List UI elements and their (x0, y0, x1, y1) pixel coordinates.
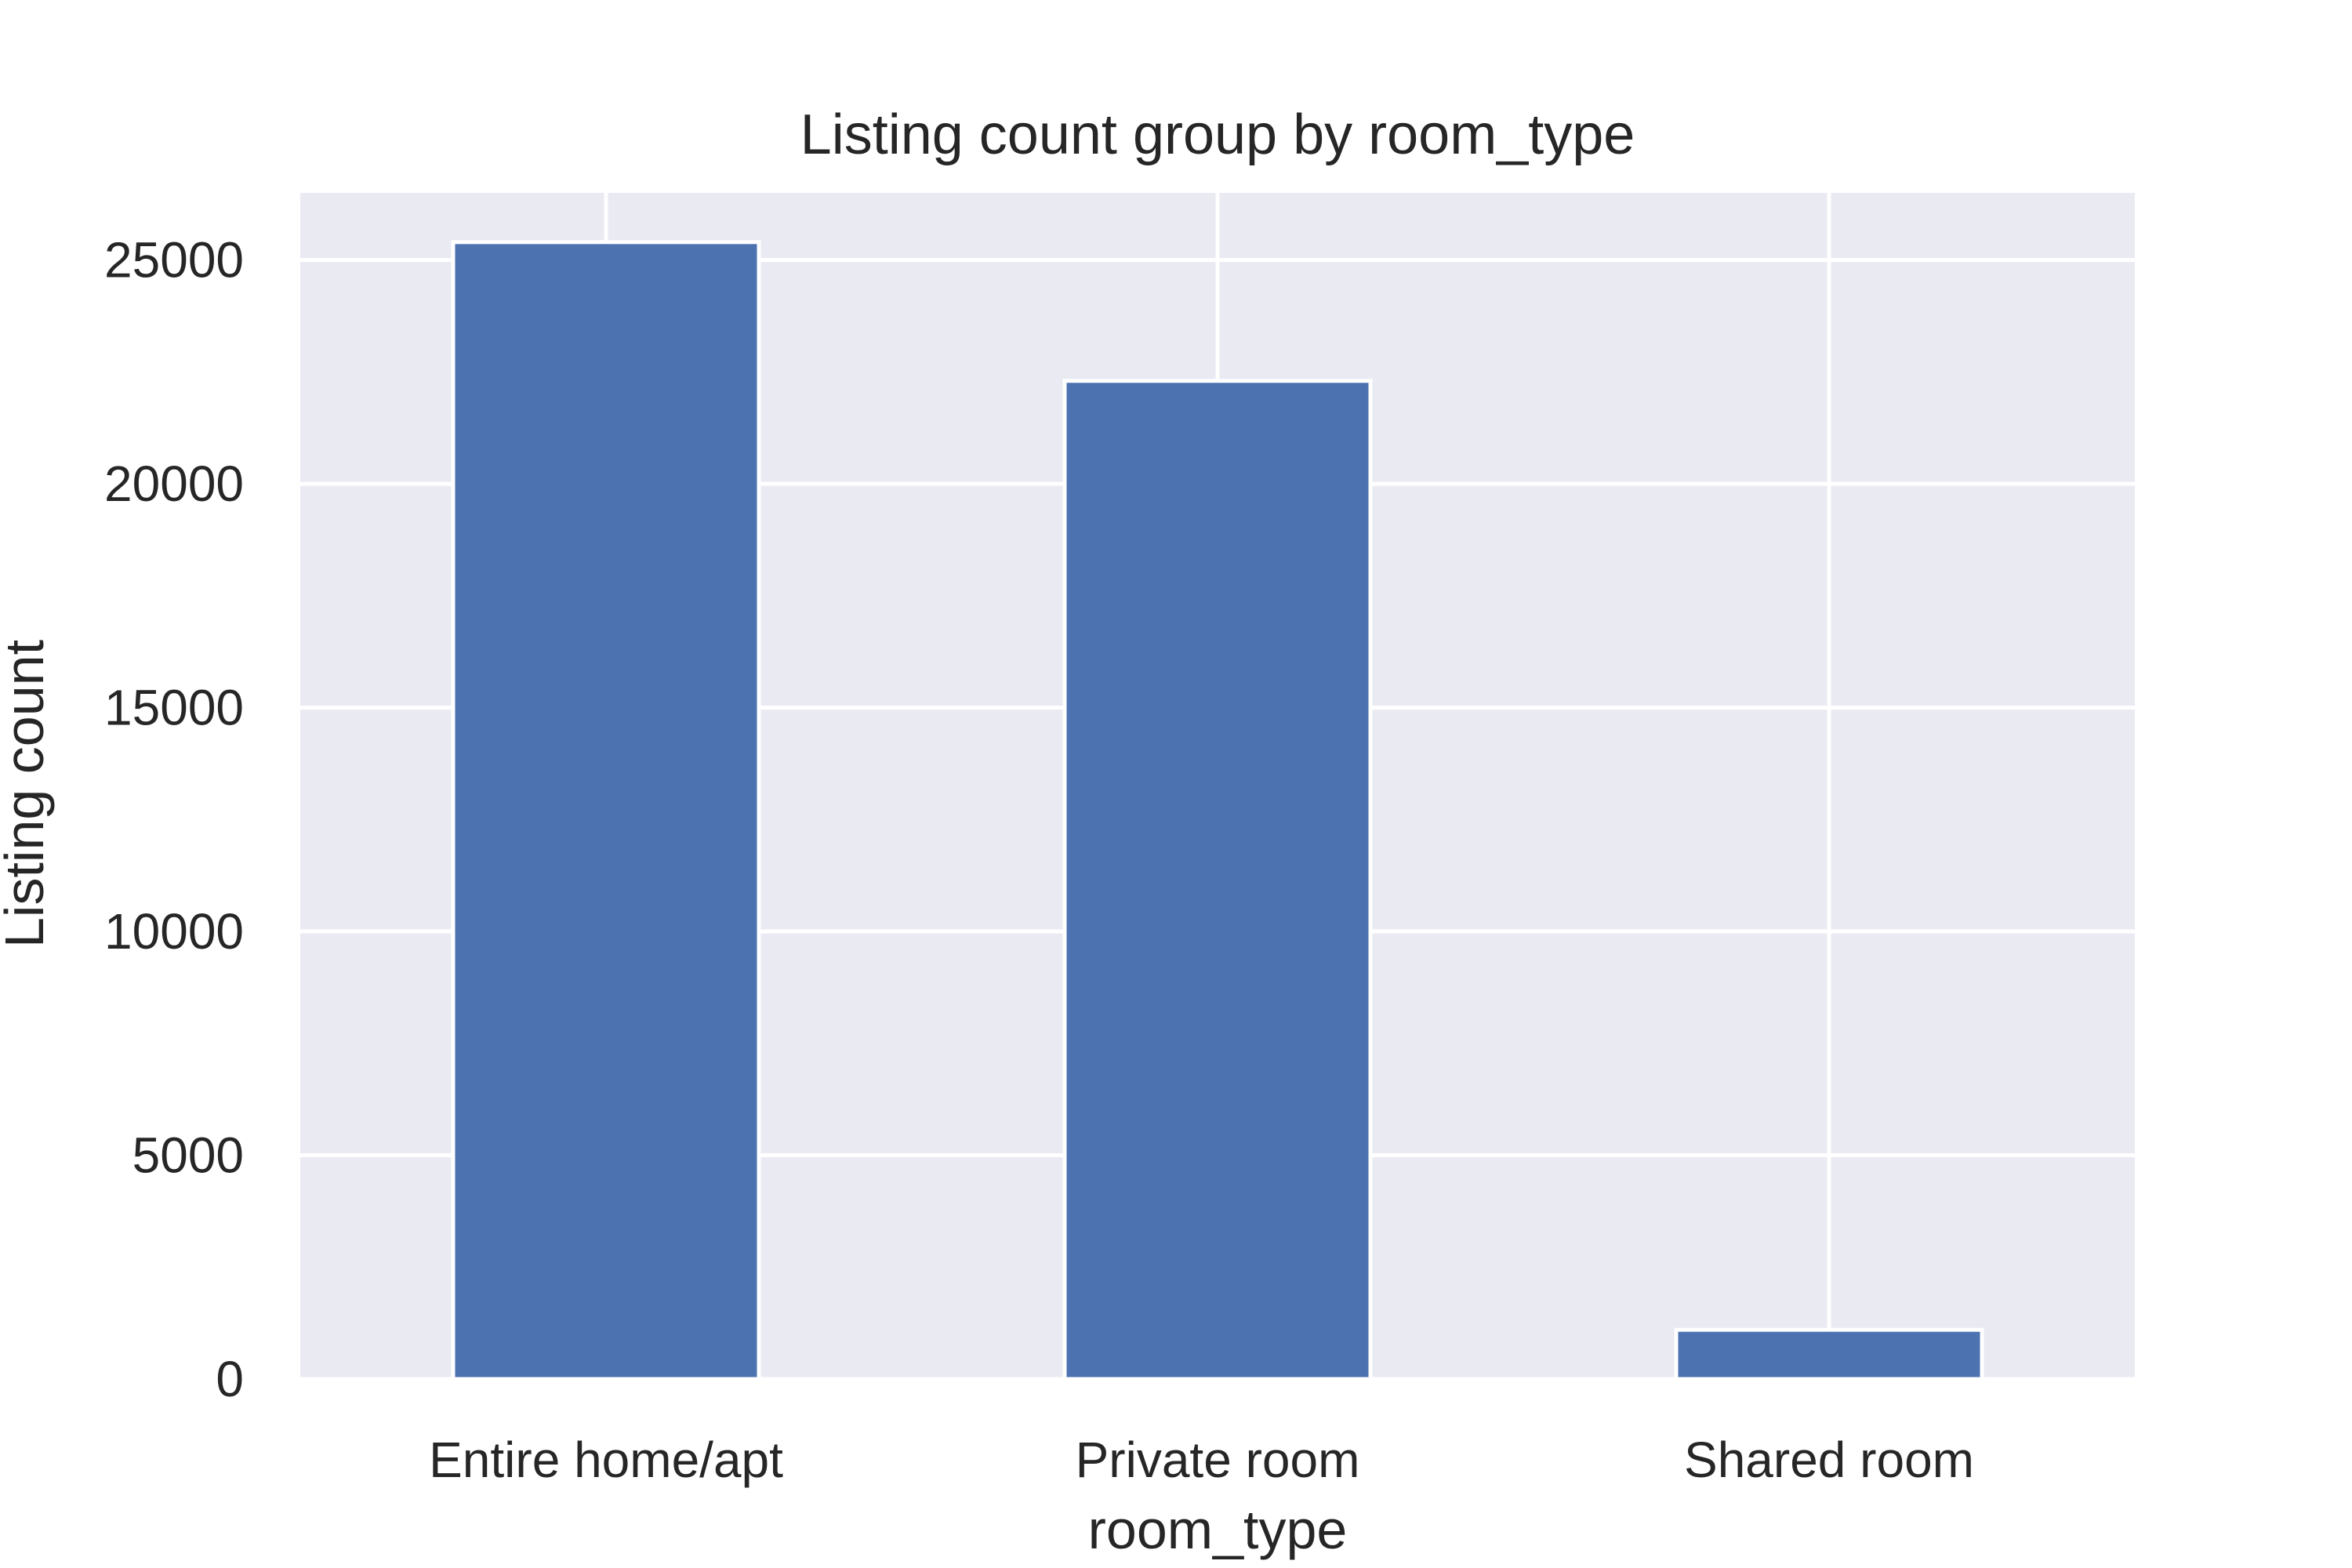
y-tick-label: 5000 (132, 1127, 244, 1184)
x-tick-label: Entire home/apt (429, 1432, 783, 1488)
y-tick-label: 25000 (104, 232, 244, 289)
bar-shared-room (1674, 1327, 1984, 1381)
y-axis-label: Listing count (0, 640, 55, 948)
y-tick-label: 15000 (104, 680, 244, 736)
bar-private-room (1062, 379, 1373, 1381)
y-tick-label: 0 (216, 1351, 244, 1407)
bar-entire-home-apt (451, 240, 761, 1381)
x-tick-label: Private room (1076, 1432, 1360, 1488)
tick-labels: 0 5000 10000 15000 20000 25000 Entire home/apt… (104, 232, 1974, 1488)
x-tick-label: Shared room (1684, 1432, 1974, 1488)
y-tick-label: 10000 (104, 903, 244, 960)
bars (451, 240, 1984, 1381)
chart-title: Listing count group by room_type (800, 103, 1635, 166)
x-axis-label: room_type (1088, 1499, 1348, 1560)
y-tick-label: 20000 (104, 456, 244, 512)
